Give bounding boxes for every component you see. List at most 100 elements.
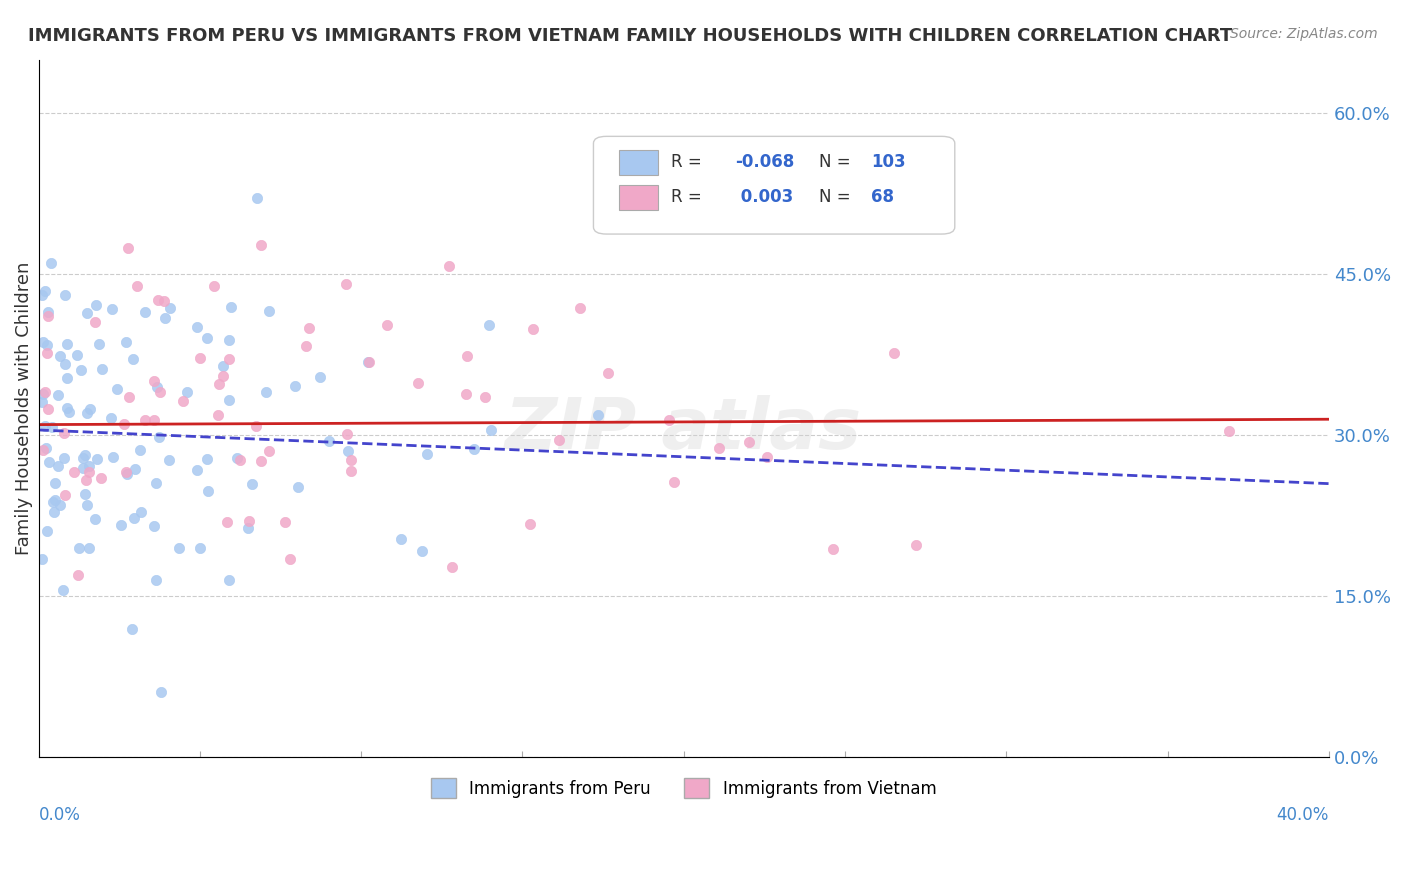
Point	[298, 321, 321, 335]
Point	[188, 541, 211, 555]
Point	[335, 277, 357, 291]
Text: 40.0%: 40.0%	[1277, 806, 1329, 824]
Point	[246, 191, 269, 205]
Point	[39, 255, 62, 269]
Point	[62, 465, 84, 479]
Point	[389, 532, 412, 546]
Point	[31, 552, 53, 566]
Point	[375, 318, 398, 332]
Point	[77, 465, 100, 479]
Point	[121, 622, 143, 636]
Point	[53, 357, 76, 371]
Point	[142, 413, 165, 427]
Point	[122, 510, 145, 524]
Point	[90, 471, 112, 485]
Point	[79, 401, 101, 416]
Point	[202, 279, 225, 293]
Point	[53, 426, 76, 441]
Point	[274, 515, 297, 529]
Point	[356, 355, 378, 369]
Point	[236, 521, 259, 535]
Point	[208, 377, 231, 392]
Point	[112, 417, 135, 431]
Point	[79, 541, 101, 555]
Point	[337, 443, 360, 458]
Point	[52, 583, 75, 598]
Point	[219, 300, 242, 314]
Point	[100, 301, 122, 316]
Point	[76, 306, 98, 320]
Point	[146, 293, 169, 307]
Point	[167, 541, 190, 556]
Point	[91, 361, 114, 376]
Point	[70, 363, 93, 377]
Point	[86, 452, 108, 467]
Text: R =: R =	[671, 188, 707, 206]
Text: 103: 103	[870, 153, 905, 171]
Point	[278, 552, 301, 566]
Point	[437, 259, 460, 273]
Point	[569, 301, 592, 316]
Text: ZIP atlas: ZIP atlas	[505, 395, 862, 464]
Point	[76, 406, 98, 420]
FancyBboxPatch shape	[593, 136, 955, 234]
Point	[586, 408, 609, 422]
Point	[31, 395, 53, 409]
Point	[145, 573, 167, 587]
Point	[128, 442, 150, 457]
Point	[295, 339, 318, 353]
Point	[340, 452, 363, 467]
Point	[416, 447, 439, 461]
Point	[87, 336, 110, 351]
Text: N =: N =	[820, 153, 856, 171]
Point	[66, 567, 89, 582]
Point	[240, 477, 263, 491]
Point	[83, 315, 105, 329]
Point	[75, 448, 97, 462]
Point	[519, 516, 541, 531]
Point	[197, 483, 219, 498]
Point	[72, 451, 94, 466]
Text: Source: ZipAtlas.com: Source: ZipAtlas.com	[1230, 27, 1378, 41]
Point	[103, 450, 125, 465]
Point	[146, 380, 169, 394]
Point	[318, 434, 340, 448]
FancyBboxPatch shape	[619, 151, 658, 175]
Point	[53, 288, 76, 302]
Point	[340, 464, 363, 478]
Point	[257, 304, 280, 318]
Point	[32, 387, 55, 401]
Point	[46, 458, 69, 473]
Point	[905, 538, 928, 552]
Point	[658, 412, 681, 426]
Point	[821, 542, 844, 557]
FancyBboxPatch shape	[619, 186, 658, 210]
Point	[31, 288, 53, 302]
Point	[37, 524, 59, 538]
Point	[212, 369, 235, 384]
Legend: Immigrants from Peru, Immigrants from Vietnam: Immigrants from Peru, Immigrants from Vi…	[425, 772, 943, 805]
Point	[66, 348, 89, 362]
Point	[37, 402, 59, 417]
Point	[217, 516, 239, 530]
Point	[229, 452, 252, 467]
Point	[56, 401, 79, 415]
Point	[226, 450, 249, 465]
Point	[49, 498, 72, 512]
Point	[250, 454, 273, 468]
Point	[31, 334, 53, 349]
Point	[284, 379, 307, 393]
Point	[664, 475, 686, 490]
Point	[406, 376, 429, 390]
Point	[456, 349, 478, 363]
Point	[72, 461, 94, 475]
Point	[44, 476, 66, 491]
Text: 0.003: 0.003	[735, 188, 793, 206]
Point	[195, 331, 218, 345]
Point	[145, 476, 167, 491]
Point	[44, 505, 66, 519]
Point	[478, 318, 501, 332]
Point	[41, 420, 63, 434]
Point	[411, 544, 433, 558]
Point	[883, 346, 905, 360]
